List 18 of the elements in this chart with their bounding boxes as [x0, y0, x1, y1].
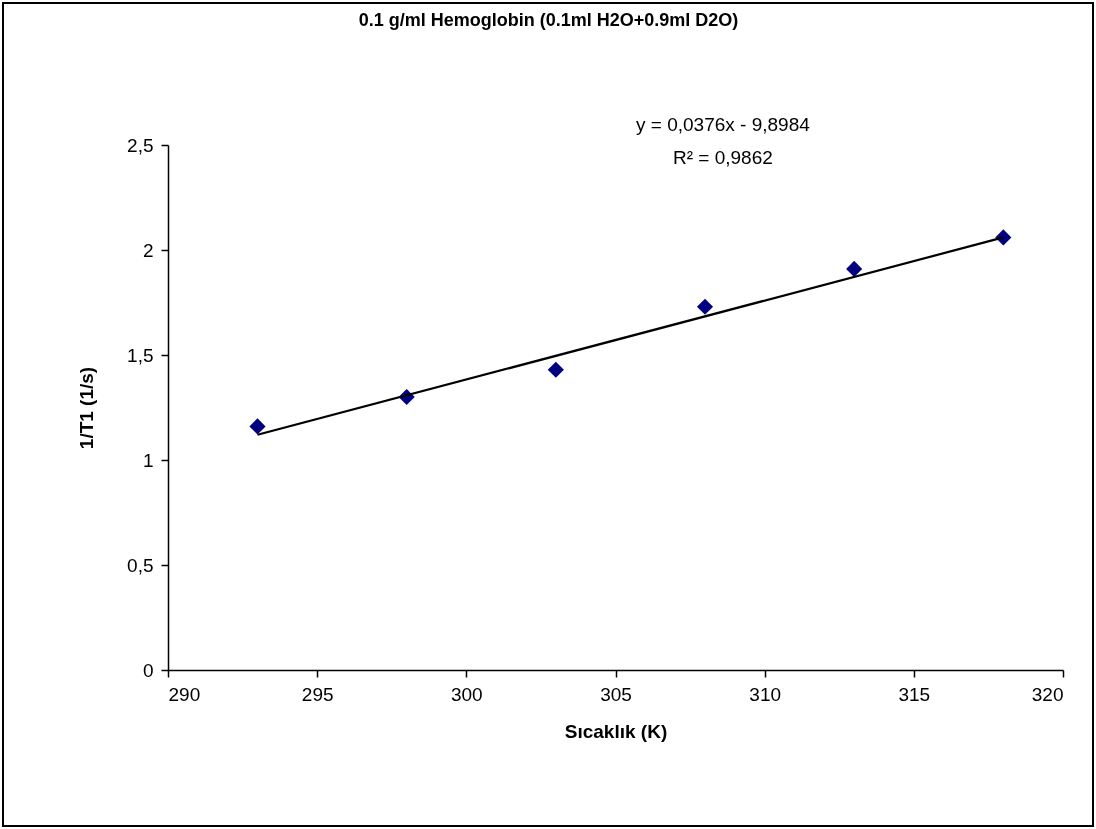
x-tick-label: 290: [168, 683, 201, 705]
y-tick-label: 2: [142, 239, 154, 261]
x-tick-label: 320: [1031, 683, 1064, 705]
x-axis-title: Sıcaklık (K): [564, 720, 668, 742]
x-tick-label: 295: [301, 683, 334, 705]
y-axis-title: 1/T1 (1/s): [76, 366, 98, 450]
x-tick-label: 305: [600, 683, 632, 705]
text: y = 0,0376x - 9,8984: [636, 114, 811, 135]
y-tick-label: 0: [142, 659, 154, 681]
x-tick-label: 300: [450, 683, 483, 705]
y-tick-label: 1: [142, 449, 154, 471]
x-tick-label: 315: [898, 683, 931, 705]
chart-title: 0.1 g/ml Hemoglobin (0.1ml H2O+0.9ml D2O): [358, 10, 739, 30]
y-tick-label: 1,5: [127, 344, 154, 366]
annotation: R² = 0,9862: [672, 147, 773, 168]
x-tick-label: 310: [749, 683, 782, 705]
y-tick-label: 2,5: [127, 134, 154, 156]
y-tick-label: 0,5: [127, 554, 154, 576]
